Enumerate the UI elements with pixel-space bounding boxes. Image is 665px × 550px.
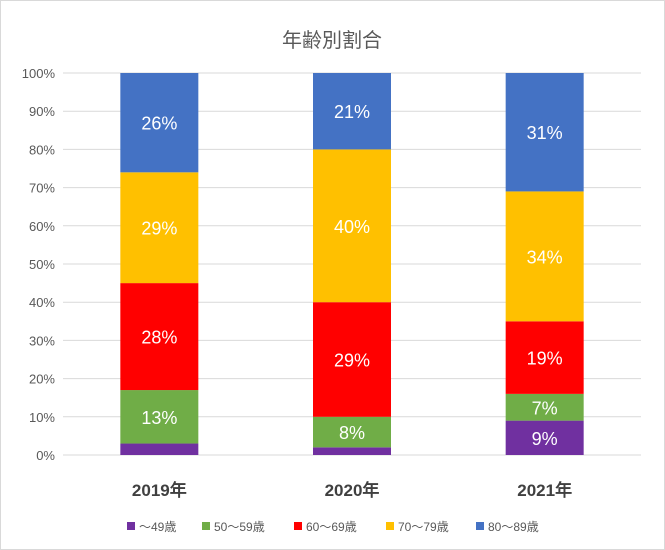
y-tick-label: 70% <box>29 181 55 196</box>
legend-label: 70～79歳 <box>398 520 449 534</box>
y-tick-label: 100% <box>22 66 56 81</box>
data-label: 29% <box>141 219 177 239</box>
y-tick-label: 0% <box>36 448 55 463</box>
legend-label: 50～59歳 <box>214 520 265 534</box>
x-axis-tick-labels: 2019年 2020年 2021年 <box>132 480 572 500</box>
x-tick-label: 2019年 <box>132 480 187 500</box>
y-tick-label: 10% <box>29 410 55 425</box>
bar-segment <box>313 416 391 448</box>
bar-segment <box>505 321 584 394</box>
bar-segment <box>505 191 584 322</box>
bar-segment <box>120 73 199 173</box>
data-label: 40% <box>334 217 370 237</box>
legend: ～49歳 50～59歳 60～69歳 70～79歳 80～89歳 <box>127 520 539 534</box>
y-tick-label: 80% <box>29 142 55 157</box>
bar-segment <box>313 302 391 417</box>
legend-label: 80～89歳 <box>488 520 539 534</box>
x-tick-label: 2021年 <box>517 480 572 500</box>
legend-swatch <box>476 522 484 530</box>
data-labels: 13% 28% 29% 26% 8% 29% 40% 21% 9% 7% 19% 34% 31% <box>141 102 562 449</box>
bar-segment <box>505 393 584 421</box>
data-label: 9% <box>532 429 558 449</box>
y-tick-label: 90% <box>29 104 55 119</box>
y-tick-label: 20% <box>29 372 55 387</box>
bar-segment <box>313 447 391 455</box>
bar-segment <box>505 73 584 192</box>
data-label: 19% <box>527 349 563 369</box>
data-label: 7% <box>532 398 558 418</box>
bar-segment <box>120 283 199 391</box>
data-label: 29% <box>334 351 370 371</box>
bars <box>120 73 584 455</box>
bar-segment <box>120 443 199 455</box>
data-label: 28% <box>141 328 177 348</box>
data-label: 34% <box>527 247 563 267</box>
chart-title: 年齢別割合 <box>282 29 382 52</box>
legend-label: ～49歳 <box>139 520 176 534</box>
data-label: 31% <box>527 123 563 143</box>
data-label: 26% <box>141 114 177 134</box>
bar-segment <box>120 172 199 284</box>
x-tick-label: 2020年 <box>325 480 380 500</box>
legend-swatch <box>386 522 394 530</box>
legend-swatch <box>127 522 135 530</box>
legend-swatch <box>294 522 302 530</box>
y-tick-label: 50% <box>29 257 55 272</box>
data-label: 8% <box>339 423 365 443</box>
data-label: 21% <box>334 102 370 122</box>
data-label: 13% <box>141 408 177 428</box>
legend-swatch <box>202 522 210 530</box>
bar-segment <box>505 420 584 455</box>
bar-segment <box>120 390 199 444</box>
bar-segment <box>313 73 391 150</box>
y-tick-label: 60% <box>29 219 55 234</box>
y-tick-label: 40% <box>29 295 55 310</box>
y-tick-label: 30% <box>29 333 55 348</box>
legend-label: 60～69歳 <box>306 520 357 534</box>
bar-segment <box>313 149 391 303</box>
y-axis-tick-labels: 0% 10% 20% 30% 40% 50% 60% 70% 80% 90% 100% <box>22 66 56 463</box>
